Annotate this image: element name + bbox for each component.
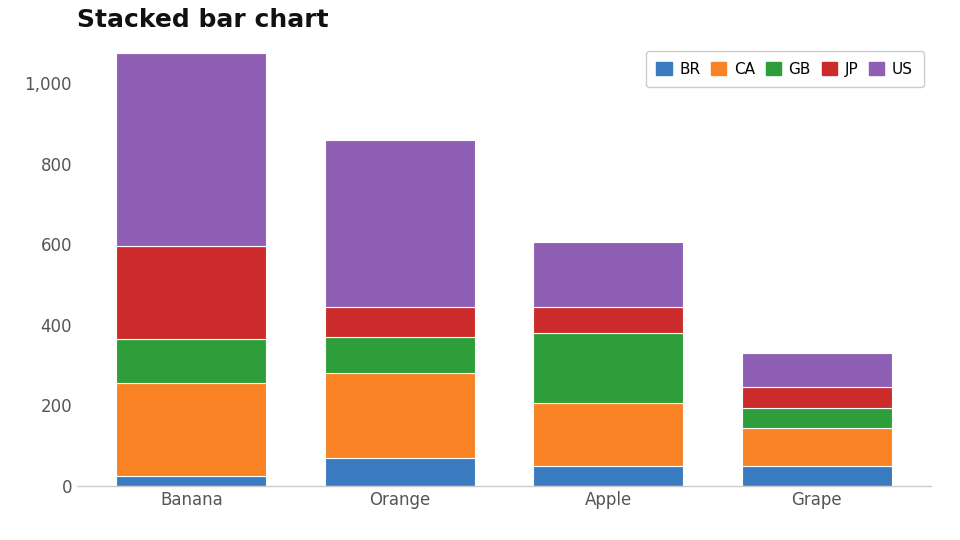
Bar xyxy=(116,53,267,246)
Bar xyxy=(324,337,475,373)
Bar xyxy=(116,246,267,339)
Bar xyxy=(741,428,892,466)
Bar xyxy=(116,339,267,383)
Bar xyxy=(324,140,475,307)
Bar xyxy=(533,242,684,307)
Bar xyxy=(533,333,684,403)
Bar xyxy=(116,383,267,476)
Text: Stacked bar chart: Stacked bar chart xyxy=(77,8,328,31)
Bar xyxy=(533,466,684,486)
Bar xyxy=(324,307,475,337)
Bar xyxy=(533,403,684,466)
Bar xyxy=(741,466,892,486)
Bar xyxy=(116,476,267,486)
Bar xyxy=(324,458,475,486)
Bar xyxy=(741,408,892,428)
Legend: BR, CA, GB, JP, US: BR, CA, GB, JP, US xyxy=(645,51,924,87)
Bar xyxy=(533,307,684,333)
Bar xyxy=(324,373,475,458)
Bar xyxy=(741,353,892,387)
Bar xyxy=(741,387,892,408)
